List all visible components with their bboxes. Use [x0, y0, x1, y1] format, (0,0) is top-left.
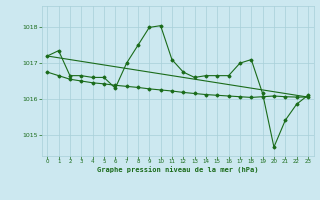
X-axis label: Graphe pression niveau de la mer (hPa): Graphe pression niveau de la mer (hPa) [97, 166, 258, 173]
